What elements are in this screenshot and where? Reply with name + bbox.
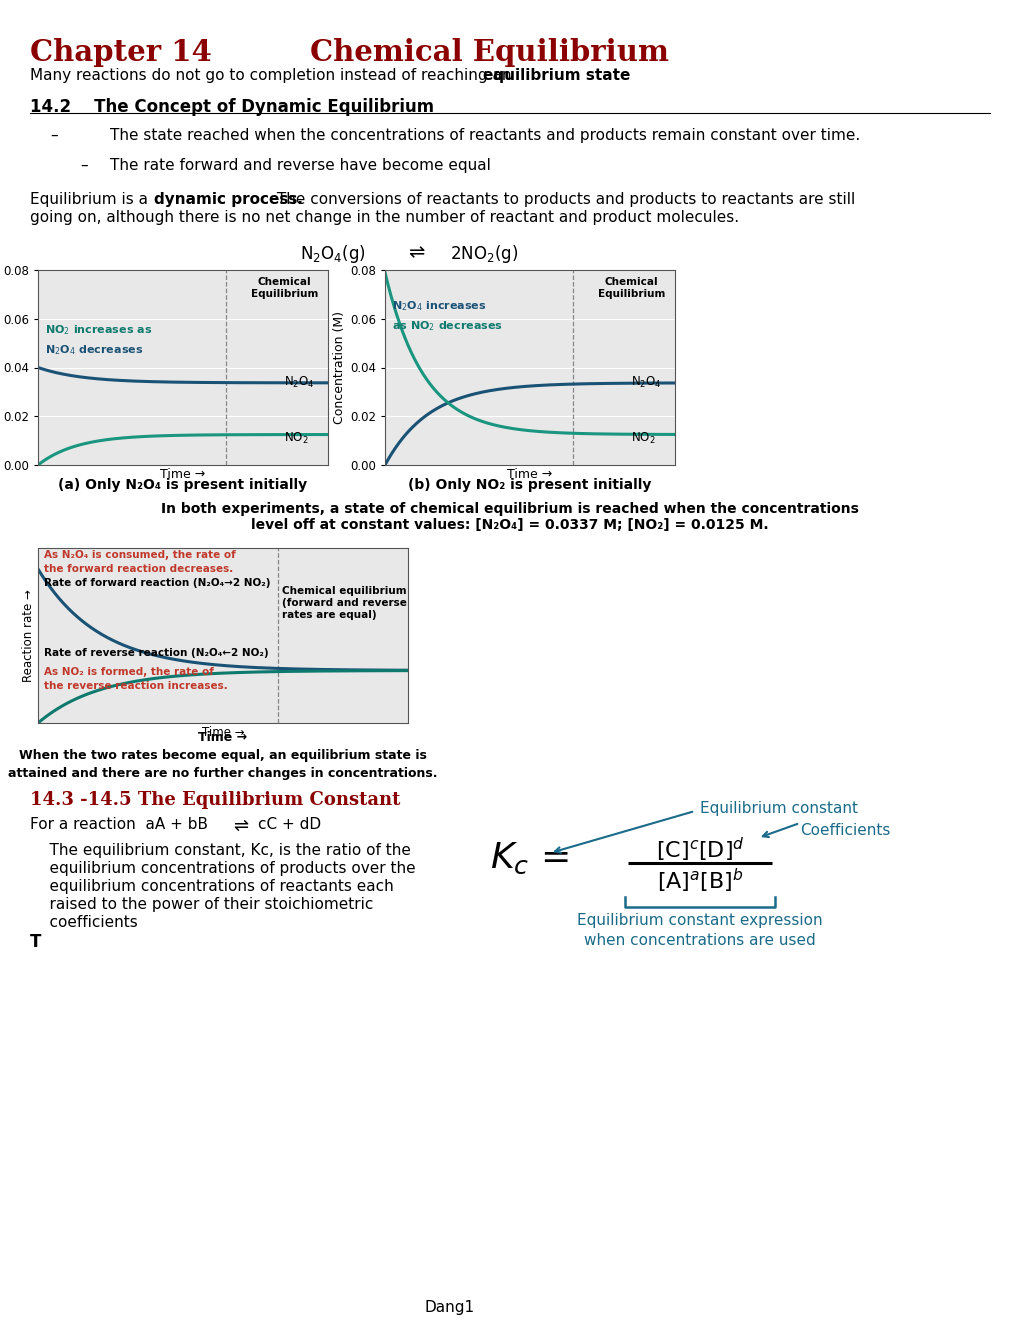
Text: NO$_2$: NO$_2$ bbox=[284, 430, 309, 446]
Text: N$_2$O$_4$ decreases: N$_2$O$_4$ decreases bbox=[45, 343, 144, 356]
Text: NO$_2$: NO$_2$ bbox=[631, 430, 655, 446]
Text: The state reached when the concentrations of reactants and products remain const: The state reached when the concentration… bbox=[110, 128, 859, 143]
Text: Equilibrium constant: Equilibrium constant bbox=[699, 801, 857, 816]
Text: Coefficients: Coefficients bbox=[799, 822, 890, 838]
Text: 14.2    The Concept of Dynamic Equilibrium: 14.2 The Concept of Dynamic Equilibrium bbox=[30, 98, 434, 116]
Text: The rate forward and reverse have become equal: The rate forward and reverse have become… bbox=[110, 158, 490, 173]
Text: N$_2$O$_4$(g): N$_2$O$_4$(g) bbox=[300, 243, 366, 265]
Text: $\rightleftharpoons$: $\rightleftharpoons$ bbox=[229, 817, 250, 836]
Text: Chapter 14: Chapter 14 bbox=[30, 38, 212, 67]
Text: [C]$^c$[D]$^d$: [C]$^c$[D]$^d$ bbox=[655, 836, 744, 865]
Text: Chemical Equilibrium: Chemical Equilibrium bbox=[310, 38, 668, 67]
Text: Dang1: Dang1 bbox=[425, 1300, 475, 1315]
Text: T: T bbox=[30, 933, 42, 950]
Text: 14.3 -14.5 The Equilibrium Constant: 14.3 -14.5 The Equilibrium Constant bbox=[30, 791, 400, 809]
Text: Many reactions do not go to completion instead of reaching an: Many reactions do not go to completion i… bbox=[30, 69, 516, 83]
Text: NO$_2$ increases as: NO$_2$ increases as bbox=[45, 323, 152, 338]
Text: Rate of forward reaction (N₂O₄→2 NO₂): Rate of forward reaction (N₂O₄→2 NO₂) bbox=[44, 578, 270, 587]
Text: N$_2$O$_4$: N$_2$O$_4$ bbox=[631, 375, 661, 389]
Text: as NO$_2$ decreases: as NO$_2$ decreases bbox=[392, 318, 502, 333]
Text: going on, although there is no net change in the number of reactant and product : going on, although there is no net chang… bbox=[30, 210, 739, 224]
X-axis label: Time →: Time → bbox=[506, 467, 552, 480]
Y-axis label: Concentration (M): Concentration (M) bbox=[332, 312, 345, 424]
X-axis label: Time →: Time → bbox=[202, 726, 245, 739]
Text: N$_2$O$_4$: N$_2$O$_4$ bbox=[284, 375, 315, 389]
Text: –: – bbox=[79, 158, 88, 173]
Text: –: – bbox=[50, 128, 57, 143]
Text: equilibrium concentrations of products over the: equilibrium concentrations of products o… bbox=[30, 861, 415, 876]
Text: For a reaction  aA + bB: For a reaction aA + bB bbox=[30, 817, 208, 832]
Text: the reverse reaction increases.: the reverse reaction increases. bbox=[44, 681, 227, 690]
Text: dynamic process.: dynamic process. bbox=[154, 191, 303, 207]
Text: equilibrium concentrations of reactants each: equilibrium concentrations of reactants … bbox=[30, 879, 393, 894]
Text: As N₂O₄ is consumed, the rate of: As N₂O₄ is consumed, the rate of bbox=[44, 549, 235, 560]
Text: 2NO$_2$(g): 2NO$_2$(g) bbox=[449, 243, 518, 265]
Text: Equilibrium constant expression
when concentrations are used: Equilibrium constant expression when con… bbox=[577, 913, 822, 948]
X-axis label: Time →: Time → bbox=[160, 467, 206, 480]
Text: $\boldsymbol{K_c}$ =: $\boldsymbol{K_c}$ = bbox=[489, 841, 568, 876]
Text: Chemical equilibrium
(forward and reverse
rates are equal): Chemical equilibrium (forward and revers… bbox=[282, 586, 407, 619]
Text: (b) Only NO₂ is present initially: (b) Only NO₂ is present initially bbox=[408, 478, 651, 492]
Text: the forward reaction decreases.: the forward reaction decreases. bbox=[44, 564, 232, 574]
Text: cC + dD: cC + dD bbox=[258, 817, 321, 832]
Text: raised to the power of their stoichiometric: raised to the power of their stoichiomet… bbox=[30, 898, 373, 912]
Text: level off at constant values: [N₂O₄] = 0.0337 M; [NO₂] = 0.0125 M.: level off at constant values: [N₂O₄] = 0… bbox=[251, 517, 768, 532]
Text: [A]$^a$[B]$^b$: [A]$^a$[B]$^b$ bbox=[656, 867, 743, 895]
Text: Rate of reverse reaction (N₂O₄←2 NO₂): Rate of reverse reaction (N₂O₄←2 NO₂) bbox=[44, 648, 268, 657]
Text: Equilibrium is a: Equilibrium is a bbox=[30, 191, 153, 207]
Text: The conversions of reactants to products and products to reactants are still: The conversions of reactants to products… bbox=[272, 191, 854, 207]
Text: (a) Only N₂O₄ is present initially: (a) Only N₂O₄ is present initially bbox=[58, 478, 308, 492]
Text: The equilibrium constant, Kᴄ, is the ratio of the: The equilibrium constant, Kᴄ, is the rat… bbox=[30, 843, 411, 858]
Y-axis label: Reaction rate →: Reaction rate → bbox=[22, 589, 36, 682]
Text: N$_2$O$_4$ increases: N$_2$O$_4$ increases bbox=[392, 300, 486, 313]
Text: Chemical
Equilibrium: Chemical Equilibrium bbox=[251, 277, 318, 298]
Text: coefficients: coefficients bbox=[30, 915, 138, 931]
Text: Chemical
Equilibrium: Chemical Equilibrium bbox=[597, 277, 664, 298]
Text: Time →
When the two rates become equal, an equilibrium state is
attained and the: Time → When the two rates become equal, … bbox=[8, 731, 437, 780]
Text: equilibrium state: equilibrium state bbox=[483, 69, 630, 83]
Text: $\rightleftharpoons$: $\rightleftharpoons$ bbox=[405, 243, 426, 261]
Text: In both experiments, a state of chemical equilibrium is reached when the concent: In both experiments, a state of chemical… bbox=[161, 502, 858, 516]
Text: As NO₂ is formed, the rate of: As NO₂ is formed, the rate of bbox=[44, 667, 213, 677]
